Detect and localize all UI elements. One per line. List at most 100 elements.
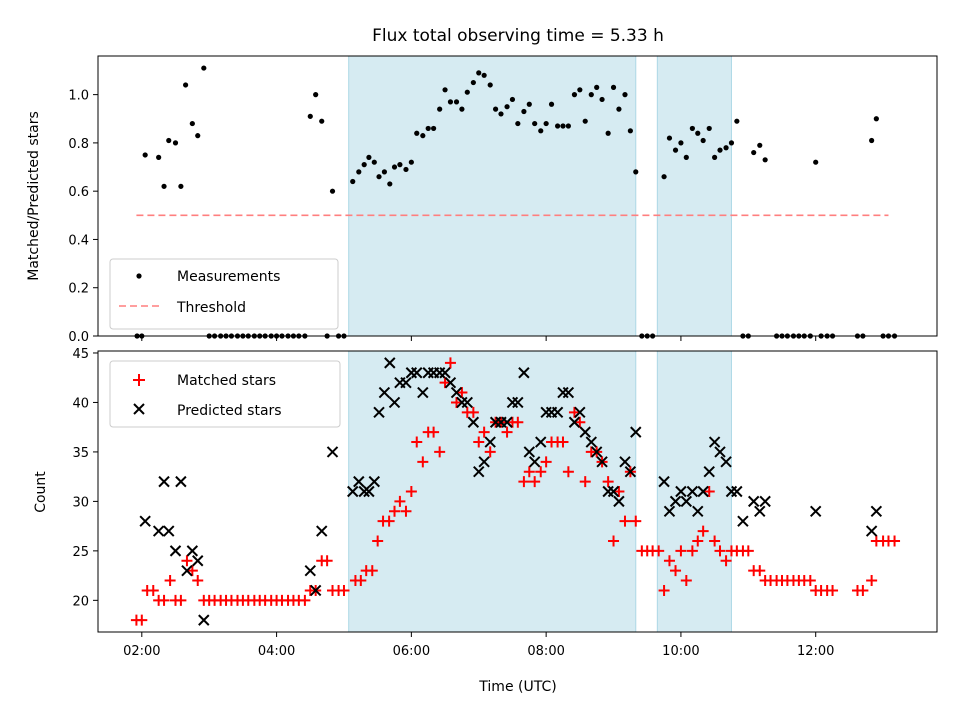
predicted-star-point-31 (439, 367, 451, 379)
predicted-star-point-0 (139, 515, 151, 527)
bottom-shaded-regions (348, 351, 732, 632)
matched-star-point-108 (742, 545, 754, 557)
matched-star-point-5 (158, 594, 170, 606)
matched-star-point-86 (619, 515, 631, 527)
matched-star-point-103 (714, 545, 726, 557)
measurement-point-76 (565, 123, 571, 129)
measurement-point-96 (683, 154, 689, 160)
measurement-point-41 (371, 159, 377, 165)
predicted-star-point-42 (501, 416, 513, 428)
measurement-point-97 (689, 125, 695, 132)
bottom-y-tick-label-5: 45 (72, 347, 89, 362)
predicted-star-point-55 (574, 406, 586, 419)
predicted-star-point-72 (692, 505, 704, 517)
measurement-point-71 (538, 128, 544, 134)
measurement-point-64 (498, 111, 504, 117)
predicted-star-point-65 (630, 426, 642, 438)
predicted-star-point-38 (478, 456, 490, 468)
matched-star-point-54 (439, 377, 451, 389)
measurement-point-40 (366, 154, 372, 160)
top-shaded-region-1 (657, 56, 732, 336)
matched-star-point-8 (175, 594, 187, 606)
bottom-y-tick-label-4: 40 (72, 396, 89, 411)
measurement-point-5 (166, 137, 172, 144)
predicted-star-point-36 (467, 416, 480, 428)
measurement-point-100 (706, 125, 712, 132)
measurement-point-78 (577, 87, 583, 93)
measurement-point-44 (387, 181, 393, 187)
predicted-star-point-24 (400, 376, 412, 389)
bottom-legend-box (109, 360, 341, 428)
top-y-tick-label-3: 0.6 (68, 185, 89, 200)
measurement-point-103 (723, 145, 729, 151)
measurement-point-2 (142, 152, 148, 158)
matched-star-point-3 (147, 584, 159, 596)
measurement-point-6 (172, 140, 179, 146)
predicted-star-point-69 (675, 485, 687, 498)
measurement-point-11 (201, 65, 207, 71)
matched-star-point-119 (804, 575, 816, 587)
measurement-point-3 (156, 154, 162, 160)
top-y-tick-label-0: 0.0 (68, 330, 89, 345)
predicted-star-point-71 (686, 485, 699, 498)
top-y-ticks: 0.0 0.2 0.4 0.6 0.8 1.0 (68, 89, 98, 345)
measurement-point-46 (397, 162, 403, 168)
matched-star-point-75 (557, 436, 569, 448)
measurement-point-31 (313, 92, 319, 98)
predicted-star-point-18 (368, 475, 381, 488)
matched-star-point-45 (389, 505, 401, 517)
predicted-star-point-35 (461, 396, 474, 409)
matched-star-points (130, 357, 901, 626)
matched-star-point-69 (523, 466, 535, 478)
predicted-star-point-58 (590, 446, 603, 458)
matched-star-point-55 (444, 357, 456, 369)
matched-star-point-50 (417, 456, 429, 468)
top-shaded-regions (348, 56, 732, 336)
predicted-star-point-54 (568, 416, 581, 428)
matched-star-point-104 (720, 555, 732, 567)
predicted-star-point-48 (535, 436, 547, 448)
measurement-point-52 (431, 125, 437, 132)
measurement-point-39 (361, 162, 367, 168)
matched-star-point-39 (355, 575, 367, 587)
predicted-star-point-3 (163, 525, 175, 537)
x-axis-label: Time (UTC) (478, 679, 556, 695)
x-tick-label-5: 12:00 (797, 644, 834, 659)
x-tick-label-1: 04:00 (258, 644, 295, 659)
legend-threshold-label: Threshold (176, 300, 246, 316)
measurement-point-67 (515, 120, 521, 127)
measurement-point-94 (672, 147, 679, 153)
measurement-point-80 (588, 92, 594, 98)
measurement-point-7 (178, 183, 184, 189)
measurement-point-4 (161, 183, 167, 189)
matched-star-point-1 (136, 614, 148, 626)
matched-star-point-59 (467, 406, 479, 418)
measurement-point-55 (447, 99, 454, 105)
predicted-star-point-20 (378, 386, 391, 399)
measurement-point-68 (521, 108, 527, 115)
measurement-point-79 (582, 118, 588, 124)
matched-star-point-125 (857, 584, 869, 596)
legend-measurements-marker (136, 273, 142, 279)
measurement-point-74 (554, 123, 561, 129)
bottom-shaded-region-0 (348, 351, 636, 632)
measurement-point-66 (509, 96, 516, 103)
top-y-tick-label-5: 1.0 (68, 89, 89, 104)
predicted-star-point-22 (388, 396, 401, 409)
predicted-star-point-79 (731, 485, 743, 498)
predicted-star-point-84 (809, 505, 822, 517)
matched-star-point-78 (574, 416, 586, 428)
bottom-y-tick-label-2: 30 (72, 495, 89, 510)
matched-star-point-11 (192, 575, 204, 587)
predicted-star-point-17 (363, 485, 375, 498)
top-y-axis-label: Matched/Predicted stars (26, 111, 42, 281)
measurement-point-84 (610, 84, 617, 90)
matched-star-point-65 (501, 426, 513, 438)
predicted-star-point-63 (619, 456, 631, 468)
measurement-point-72 (543, 120, 549, 127)
predicted-star-point-8 (192, 555, 204, 567)
legend-measurements-label: Measurements (177, 269, 280, 285)
chart-title: Flux total observing time = 5.33 h (372, 26, 664, 46)
predicted-star-point-47 (528, 456, 541, 468)
